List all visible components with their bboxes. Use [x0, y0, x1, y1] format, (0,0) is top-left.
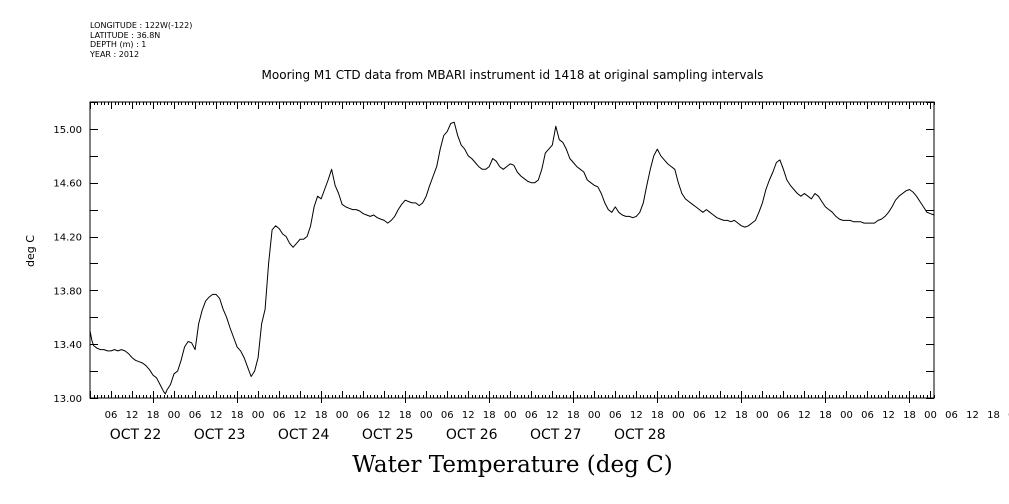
latitude-text: LATITUDE : 36.8N: [90, 30, 161, 40]
x-hour-label: 12: [966, 410, 979, 421]
x-hour-label: 00: [504, 410, 517, 421]
bottom-title: Water Temperature (deg C): [352, 452, 673, 478]
chart-series: [89, 121, 935, 395]
x-hour-label: 18: [567, 410, 580, 421]
x-hour-label: 06: [861, 410, 874, 421]
x-day-label: OCT 22: [110, 427, 162, 443]
x-day-label: OCT 24: [278, 427, 330, 443]
x-hour-label: 00: [168, 410, 181, 421]
x-hour-label: 06: [105, 410, 118, 421]
x-hour-label: 00: [840, 410, 853, 421]
x-hour-label: 06: [525, 410, 538, 421]
x-hour-label: 18: [399, 410, 412, 421]
x-hour-label: 12: [546, 410, 559, 421]
x-hour-label: 06: [357, 410, 370, 421]
depth-text: DEPTH (m) : 1: [90, 40, 147, 49]
x-hour-label: 18: [147, 410, 160, 421]
y-tick-label: 14.60: [53, 179, 82, 190]
x-hour-label: 12: [126, 410, 139, 421]
x-hour-label: 06: [609, 410, 622, 421]
x-hour-label: 00: [336, 410, 349, 421]
chart-title: Mooring M1 CTD data from MBARI instrumen…: [261, 68, 764, 82]
y-axis-label: deg C: [24, 235, 37, 267]
x-hour-label: 00: [672, 410, 685, 421]
y-tick-label: 13.00: [53, 394, 82, 405]
x-hour-label: 06: [777, 410, 790, 421]
x-hour-label: 12: [714, 410, 727, 421]
x-hour-label: 00: [252, 410, 265, 421]
x-hour-label: 18: [903, 410, 916, 421]
x-hour-label: 12: [378, 410, 391, 421]
year-text: YEAR : 2012: [90, 49, 140, 59]
chart-axes: [89, 101, 935, 399]
x-day-label: OCT 23: [194, 427, 246, 443]
x-hour-label: 18: [735, 410, 748, 421]
x-day-label: OCT 25: [362, 427, 414, 443]
metadata-block: LONGITUDE : 122W(-122) LATITUDE : 36.8N …: [90, 21, 192, 59]
y-tick-label: 15.00: [53, 125, 82, 136]
x-day-label: OCT 28: [614, 427, 666, 443]
x-hour-label: 12: [798, 410, 811, 421]
x-hour-label: 00: [588, 410, 601, 421]
x-day-label: OCT 27: [530, 427, 582, 443]
chart-ticks: [90, 102, 935, 403]
y-tick-label: 13.40: [53, 340, 82, 351]
longitude-text: LONGITUDE : 122W(-122): [90, 21, 193, 30]
plot-frame: [89, 101, 935, 399]
x-hour-label: 06: [441, 410, 454, 421]
x-hour-label: 18: [231, 410, 244, 421]
x-hour-label: 12: [630, 410, 643, 421]
x-day-label: OCT 26: [446, 427, 498, 443]
x-hour-label: 06: [273, 410, 286, 421]
x-hour-label: 12: [882, 410, 895, 421]
x-hour-label: 12: [294, 410, 307, 421]
x-hour-label: 00: [924, 410, 937, 421]
x-hour-label: 06: [189, 410, 202, 421]
x-hour-label: 06: [945, 410, 958, 421]
x-hour-label: 00: [756, 410, 769, 421]
x-hour-label: 18: [819, 410, 832, 421]
x-hour-label: 06: [693, 410, 706, 421]
water-temperature-line: [89, 121, 935, 395]
x-hour-label: 18: [987, 410, 1000, 421]
x-hour-label: 00: [420, 410, 433, 421]
y-tick-label: 13.80: [53, 286, 82, 297]
chart-tick-labels: 13.00 13.40 13.80 14.20 14.60 15.00 06 12 18 00 06…: [53, 125, 1009, 443]
x-hour-label: 18: [483, 410, 496, 421]
x-hour-label: 12: [462, 410, 475, 421]
y-tick-label: 14.20: [53, 233, 82, 244]
x-hour-label: 18: [651, 410, 664, 421]
x-hour-label: 12: [210, 410, 223, 421]
x-hour-label: 18: [315, 410, 328, 421]
